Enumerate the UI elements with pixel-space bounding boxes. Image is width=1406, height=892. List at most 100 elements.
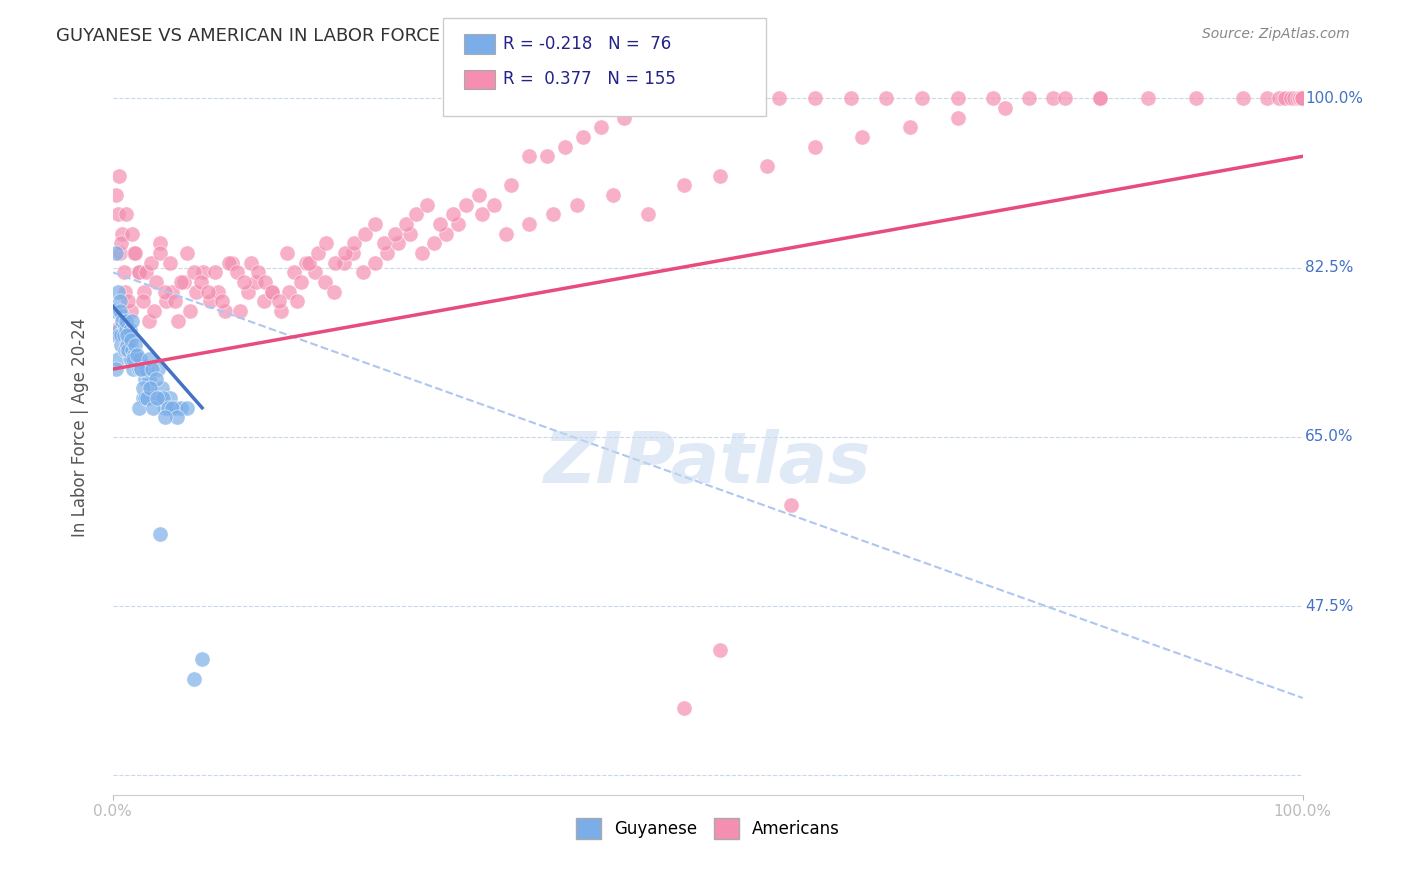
Point	[394, 217, 416, 231]
Point	[1289, 91, 1312, 105]
Point	[125, 348, 148, 362]
Point	[128, 265, 150, 279]
Point	[121, 314, 143, 328]
Point	[124, 352, 146, 367]
Point	[363, 256, 385, 270]
Point	[128, 265, 150, 279]
Point	[232, 275, 254, 289]
Point	[105, 362, 128, 376]
Point	[197, 285, 219, 299]
Point	[672, 700, 695, 714]
Point	[190, 275, 212, 289]
Point	[685, 91, 707, 105]
Point	[114, 285, 136, 299]
Point	[146, 391, 169, 405]
Point	[994, 101, 1017, 115]
Point	[149, 246, 172, 260]
Point	[150, 381, 173, 395]
Point	[851, 130, 873, 145]
Point	[307, 246, 329, 260]
Point	[323, 285, 346, 299]
Point	[135, 265, 157, 279]
Point	[138, 314, 160, 328]
Point	[1053, 91, 1076, 105]
Point	[117, 333, 139, 347]
Point	[352, 265, 374, 279]
Point	[946, 111, 969, 125]
Point	[173, 275, 195, 289]
Point	[105, 246, 128, 260]
Point	[262, 285, 284, 299]
Point	[111, 227, 134, 241]
Point	[983, 91, 1005, 105]
Point	[214, 304, 236, 318]
Legend: Guyanese, Americans: Guyanese, Americans	[569, 812, 846, 846]
Point	[176, 246, 198, 260]
Point	[218, 256, 240, 270]
Point	[104, 304, 127, 318]
Point	[131, 381, 153, 395]
Point	[1268, 91, 1291, 105]
Point	[270, 304, 292, 318]
Point	[139, 256, 162, 270]
Point	[441, 207, 464, 221]
Point	[554, 139, 576, 153]
Point	[128, 401, 150, 415]
Point	[1042, 91, 1064, 105]
Point	[411, 246, 433, 260]
Point	[159, 391, 181, 405]
Point	[115, 333, 138, 347]
Point	[602, 188, 624, 202]
Point	[146, 362, 169, 376]
Point	[1232, 91, 1254, 105]
Point	[110, 338, 132, 352]
Point	[354, 227, 377, 241]
Point	[661, 101, 683, 115]
Point	[155, 294, 177, 309]
Text: GUYANESE VS AMERICAN IN LABOR FORCE | AGE 20-24 CORRELATION CHART: GUYANESE VS AMERICAN IN LABOR FORCE | AG…	[56, 27, 754, 45]
Point	[143, 304, 166, 318]
Point	[238, 285, 260, 299]
Point	[541, 207, 564, 221]
Point	[471, 207, 494, 221]
Point	[121, 343, 143, 357]
Point	[434, 227, 457, 241]
Point	[254, 275, 277, 289]
Point	[153, 401, 176, 415]
Point	[565, 197, 588, 211]
Point	[153, 410, 176, 425]
Point	[120, 352, 142, 367]
Point	[135, 362, 157, 376]
Point	[131, 391, 153, 405]
Point	[536, 149, 558, 163]
Point	[105, 328, 128, 343]
Point	[637, 207, 659, 221]
Point	[278, 285, 301, 299]
Point	[304, 265, 326, 279]
Y-axis label: In Labor Force | Age 20-24: In Labor Force | Age 20-24	[72, 318, 89, 537]
Point	[1291, 91, 1313, 105]
Point	[132, 362, 155, 376]
Point	[193, 265, 215, 279]
Point	[1256, 91, 1278, 105]
Point	[120, 333, 142, 347]
Point	[162, 401, 184, 415]
Point	[108, 304, 131, 318]
Point	[1279, 91, 1302, 105]
Point	[672, 178, 695, 193]
Point	[124, 338, 146, 352]
Point	[1137, 91, 1160, 105]
Point	[108, 246, 131, 260]
Point	[115, 314, 138, 328]
Point	[946, 91, 969, 105]
Point	[804, 91, 827, 105]
Point	[875, 91, 897, 105]
Point	[129, 352, 152, 367]
Point	[482, 197, 505, 211]
Point	[495, 227, 517, 241]
Point	[225, 265, 247, 279]
Point	[756, 159, 779, 173]
Point	[131, 294, 153, 309]
Point	[107, 285, 129, 299]
Text: 82.5%: 82.5%	[1305, 260, 1354, 275]
